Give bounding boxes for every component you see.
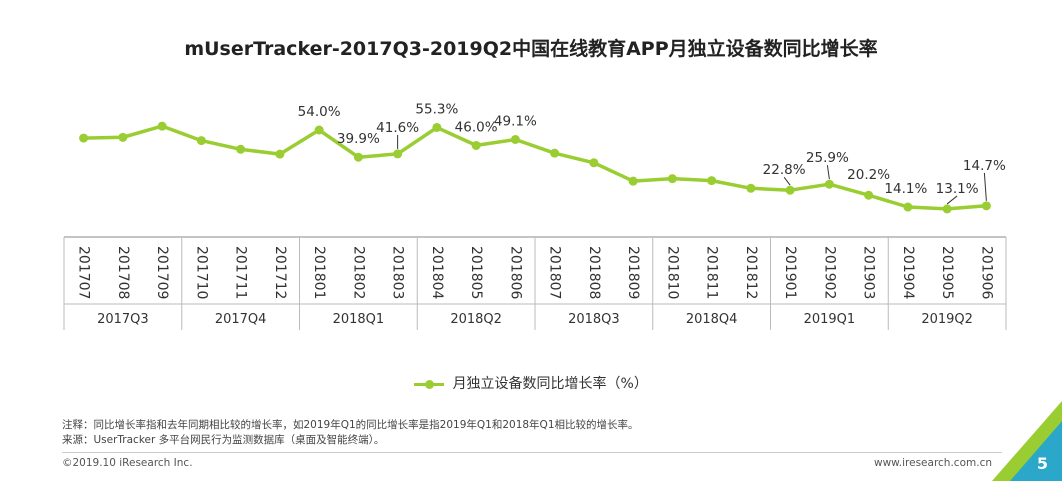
label-leader <box>783 176 791 186</box>
website-link[interactable]: www.iresearch.com.cn <box>873 457 992 469</box>
quarter-tick-label: 2019Q1 <box>804 312 856 327</box>
page-number: 5 <box>1036 454 1048 473</box>
data-point <box>550 148 560 158</box>
data-label: 39.9% <box>337 131 380 147</box>
month-tick-label: 201712 <box>272 246 288 299</box>
quarter-tick-label: 2018Q2 <box>450 312 502 327</box>
data-label: 41.6% <box>376 120 419 136</box>
month-tick-label: 201811 <box>704 246 720 299</box>
chart-title: mUserTracker-2017Q3-2019Q2中国在线教育APP月独立设备… <box>184 38 878 60</box>
data-point <box>589 158 599 168</box>
data-label: 54.0% <box>298 104 341 120</box>
month-tick-label: 201709 <box>154 246 170 299</box>
note-line: 注释：同比增长率指和去年同期相比较的增长率，如2019年Q1的同比增长率是指20… <box>62 419 639 431</box>
month-tick-label: 201902 <box>821 246 837 299</box>
notes: 注释：同比增长率指和去年同期相比较的增长率，如2019年Q1的同比增长率是指20… <box>62 418 639 448</box>
month-tick-label: 201812 <box>743 246 759 299</box>
footer-divider <box>62 452 1002 453</box>
data-point <box>981 201 991 211</box>
month-tick-label: 201707 <box>76 246 92 299</box>
month-tick-label: 201807 <box>547 246 563 299</box>
data-label: 13.1% <box>936 181 979 197</box>
legend: 月独立设备数同比增长率（%） <box>0 373 1062 393</box>
data-label: 55.3% <box>415 101 458 117</box>
data-point <box>942 204 952 214</box>
data-point <box>236 144 246 154</box>
month-tick-label: 201806 <box>507 246 523 300</box>
series-line <box>83 124 987 211</box>
data-point <box>314 125 324 135</box>
data-point <box>628 176 638 186</box>
month-tick-label: 201906 <box>978 246 994 300</box>
legend-line-icon <box>414 379 445 389</box>
quarter-tick-label: 2018Q1 <box>333 312 385 327</box>
label-leader <box>826 165 830 180</box>
month-tick-label: 201708 <box>115 246 131 299</box>
data-point <box>196 136 206 146</box>
month-tick-label: 201711 <box>233 246 249 299</box>
month-tick-label: 201809 <box>625 246 641 299</box>
month-tick-label: 201808 <box>586 246 602 299</box>
data-point <box>118 132 128 142</box>
month-tick-label: 201803 <box>390 246 406 299</box>
month-tick-label: 201901 <box>782 246 798 299</box>
data-point <box>432 122 442 132</box>
month-tick-label: 201801 <box>311 246 327 299</box>
month-tick-label: 201904 <box>900 246 916 300</box>
data-label: 25.9% <box>806 150 849 166</box>
quarter-tick-label: 2017Q3 <box>97 312 149 327</box>
quarter-tick-label: 2019Q2 <box>921 312 973 327</box>
data-label: 49.1% <box>494 113 537 129</box>
data-point <box>746 183 756 193</box>
data-point <box>785 185 795 195</box>
label-leader <box>983 172 987 201</box>
data-point <box>824 179 834 189</box>
data-point <box>864 190 874 200</box>
month-tick-label: 201710 <box>193 246 209 299</box>
data-point <box>667 174 677 184</box>
line-chart: 54.0% 39.9%41.6% 55.3% 46.0%49.1% 22.8%25.9%… <box>63 101 1007 330</box>
quarter-tick-label: 2018Q3 <box>568 312 620 327</box>
quarter-tick-label: 2017Q4 <box>215 312 267 327</box>
month-tick-label: 201905 <box>939 246 955 299</box>
data-label: 20.2% <box>847 167 890 183</box>
copyright: ©2019.10 iResearch Inc. <box>62 457 193 469</box>
label-leader <box>946 195 958 205</box>
month-tick-label: 201804 <box>429 246 445 300</box>
month-tick-label: 201802 <box>350 246 366 299</box>
data-point <box>903 202 913 212</box>
data-label: 14.7% <box>963 158 1006 174</box>
data-point <box>353 152 363 162</box>
data-point <box>471 140 481 150</box>
data-label: 22.8% <box>763 162 806 178</box>
data-label: 14.1% <box>884 181 927 197</box>
quarter-tick-label: 2018Q4 <box>686 312 738 327</box>
data-point <box>707 176 717 186</box>
month-tick-label: 201810 <box>664 246 680 299</box>
source-line: 来源：UserTracker 多平台网民行为监测数据库（桌面及智能终端）。 <box>62 434 385 446</box>
data-point <box>79 133 89 143</box>
month-tick-label: 201903 <box>861 246 877 299</box>
legend-label: 月独立设备数同比增长率（%） <box>452 376 648 392</box>
data-point <box>157 121 167 131</box>
month-tick-label: 201805 <box>468 246 484 299</box>
data-label: 46.0% <box>455 119 498 135</box>
data-point <box>275 149 285 159</box>
data-point <box>510 134 520 144</box>
corner-decoration <box>992 401 1062 481</box>
data-point <box>393 149 403 159</box>
